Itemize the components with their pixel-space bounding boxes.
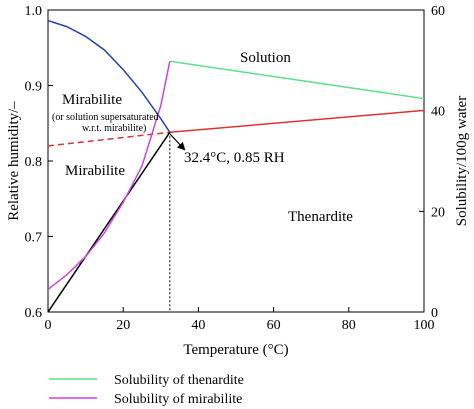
x-tick-label-0: 0 (45, 318, 52, 333)
annotation-transition-point: 32.4°C, 0.85 RH (184, 150, 285, 166)
legend-label-mirabilite: Solubility of mirabilite (114, 392, 242, 407)
legend: Solubility of thenardite Solubility of m… (49, 373, 244, 407)
annotation-mirabilite-upper: Mirabilite (62, 92, 122, 108)
x-axis-title: Temperature (°C) (183, 342, 288, 358)
annotation-note-line2: w.r.t. mirabilite) (82, 123, 146, 134)
annotation-mirabilite-lower: Mirabilite (65, 163, 125, 179)
boundary-metastable-thenardite-extension (48, 131, 170, 147)
annotation-thenardite: Thenardite (288, 209, 353, 225)
y2-tick-label-2: 40 (431, 105, 445, 120)
legend-label-thenardite: Solubility of thenardite (114, 373, 244, 388)
x-tick-label-2: 40 (191, 318, 205, 333)
series-layer (48, 19, 424, 312)
y-tick-label-1: 0.7 (25, 231, 43, 246)
annotation-note-line1: (or solution supersaturated (52, 112, 159, 123)
y2-tick-label-3: 60 (431, 4, 445, 19)
boundary-thenardite-deliquescence (169, 109, 424, 134)
x-tick-label-4: 80 (342, 318, 356, 333)
series-mirabilite-solubility (48, 61, 171, 290)
y-tick-label-2: 0.8 (25, 155, 43, 170)
x-tick-label-3: 60 (267, 318, 281, 333)
series-thenardite-solubility (169, 60, 424, 100)
y2-tick-label-0: 0 (431, 306, 438, 321)
annotation-solution: Solution (240, 50, 291, 66)
x-tick-label-1: 20 (116, 318, 130, 333)
y-tick-label-3: 0.9 (25, 80, 43, 95)
y-tick-label-0: 0.6 (25, 306, 43, 321)
y-tick-label-4: 1.0 (25, 4, 43, 19)
boundary-mirabilite-thenardite-transition (48, 131, 171, 312)
transition-arrow (169, 133, 186, 151)
y2-tick-label-1: 20 (431, 205, 445, 220)
x-tick-label-5: 100 (414, 318, 435, 333)
axis-ticks: 0 20 40 60 80 100 0.6 0.7 0.8 0.9 1.0 0 20 40 60 (25, 4, 446, 333)
y2-axis-title: Solubility/100g water (454, 96, 470, 226)
y-axis-title: Relative humidity/– (6, 101, 22, 221)
